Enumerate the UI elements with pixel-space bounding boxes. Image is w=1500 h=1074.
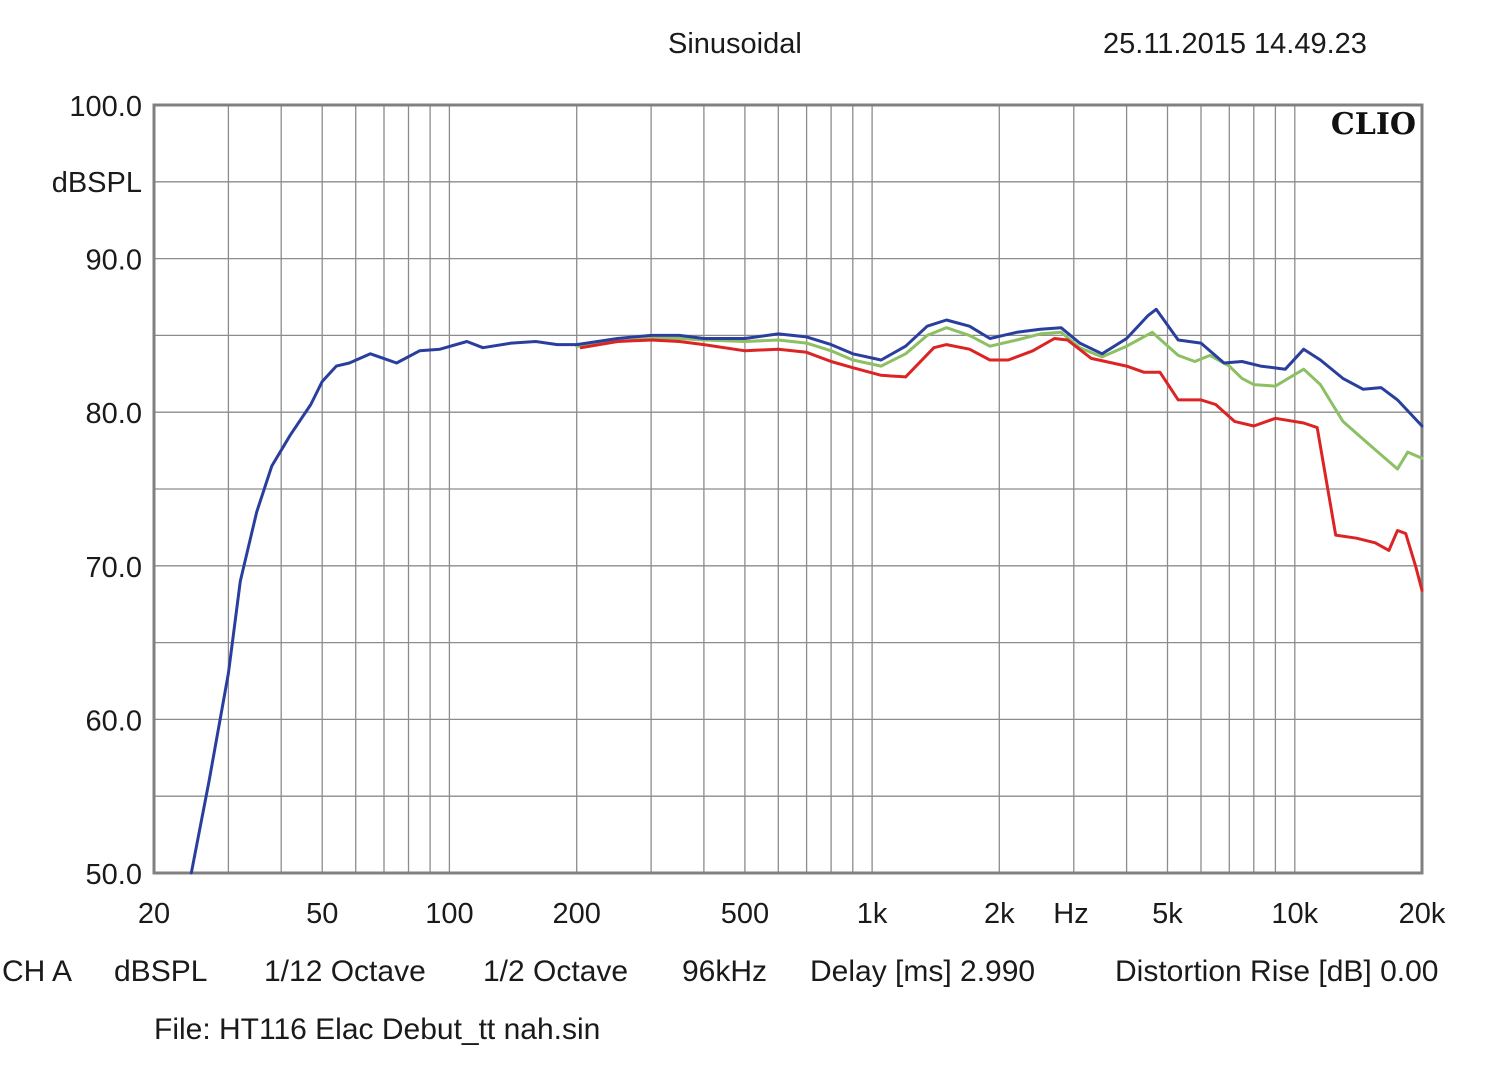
series-line-green — [575, 326, 1424, 471]
x-tick-label: 20 — [138, 898, 170, 930]
distortion-rise-label: Distortion Rise [dB] 0.00 — [1115, 955, 1439, 988]
smoothing-label: 1/12 Octave — [264, 955, 426, 988]
x-tick-label: 1k — [857, 898, 888, 930]
sample-rate-label: 96kHz — [682, 955, 768, 988]
y-tick-label: 70.0 — [86, 552, 142, 584]
grid-lines — [154, 105, 1422, 873]
x-tick-label: 50 — [306, 898, 338, 930]
series-lines — [189, 307, 1424, 875]
channel-label: CH A — [2, 955, 73, 988]
x-tick-label: 500 — [721, 898, 769, 930]
clio-brand-label: CLIO — [1331, 107, 1416, 142]
series-line-red — [579, 337, 1424, 592]
measurement-timestamp: 25.11.2015 14.49.23 — [1103, 28, 1367, 60]
y-tick-label: 80.0 — [86, 398, 142, 430]
plot-frame — [152, 103, 1424, 875]
delay-label: Delay [ms] 2.990 — [810, 955, 1036, 988]
y-tick-label: 100.0 — [69, 91, 142, 123]
y-axis-label: dBSPL — [52, 167, 142, 199]
y-axis-tick-labels: 100.0 90.0 80.0 70.0 60.0 50.0 — [69, 91, 142, 891]
series-line-blue — [189, 307, 1424, 875]
y-tick-label: 60.0 — [86, 705, 142, 737]
x-tick-label: 100 — [425, 898, 473, 930]
y-tick-label: 90.0 — [86, 245, 142, 277]
file-name-label: File: HT116 Elac Debut_tt nah.sin — [154, 1013, 601, 1046]
unit-label: dBSPL — [114, 955, 208, 988]
x-tick-label: 10k — [1271, 898, 1318, 930]
x-axis-unit-label: Hz — [1053, 898, 1088, 930]
x-tick-label: 200 — [553, 898, 601, 930]
x-tick-label: 20k — [1399, 898, 1446, 930]
x-tick-label: 2k — [984, 898, 1015, 930]
octave-label: 1/2 Octave — [483, 955, 629, 988]
x-tick-label: 5k — [1152, 898, 1183, 930]
y-tick-label: 50.0 — [86, 859, 142, 891]
x-axis-tick-labels: 20 50 100 200 500 1k 2k 5k 10k 20k — [138, 898, 1446, 930]
measurement-mode: Sinusoidal — [668, 28, 802, 60]
